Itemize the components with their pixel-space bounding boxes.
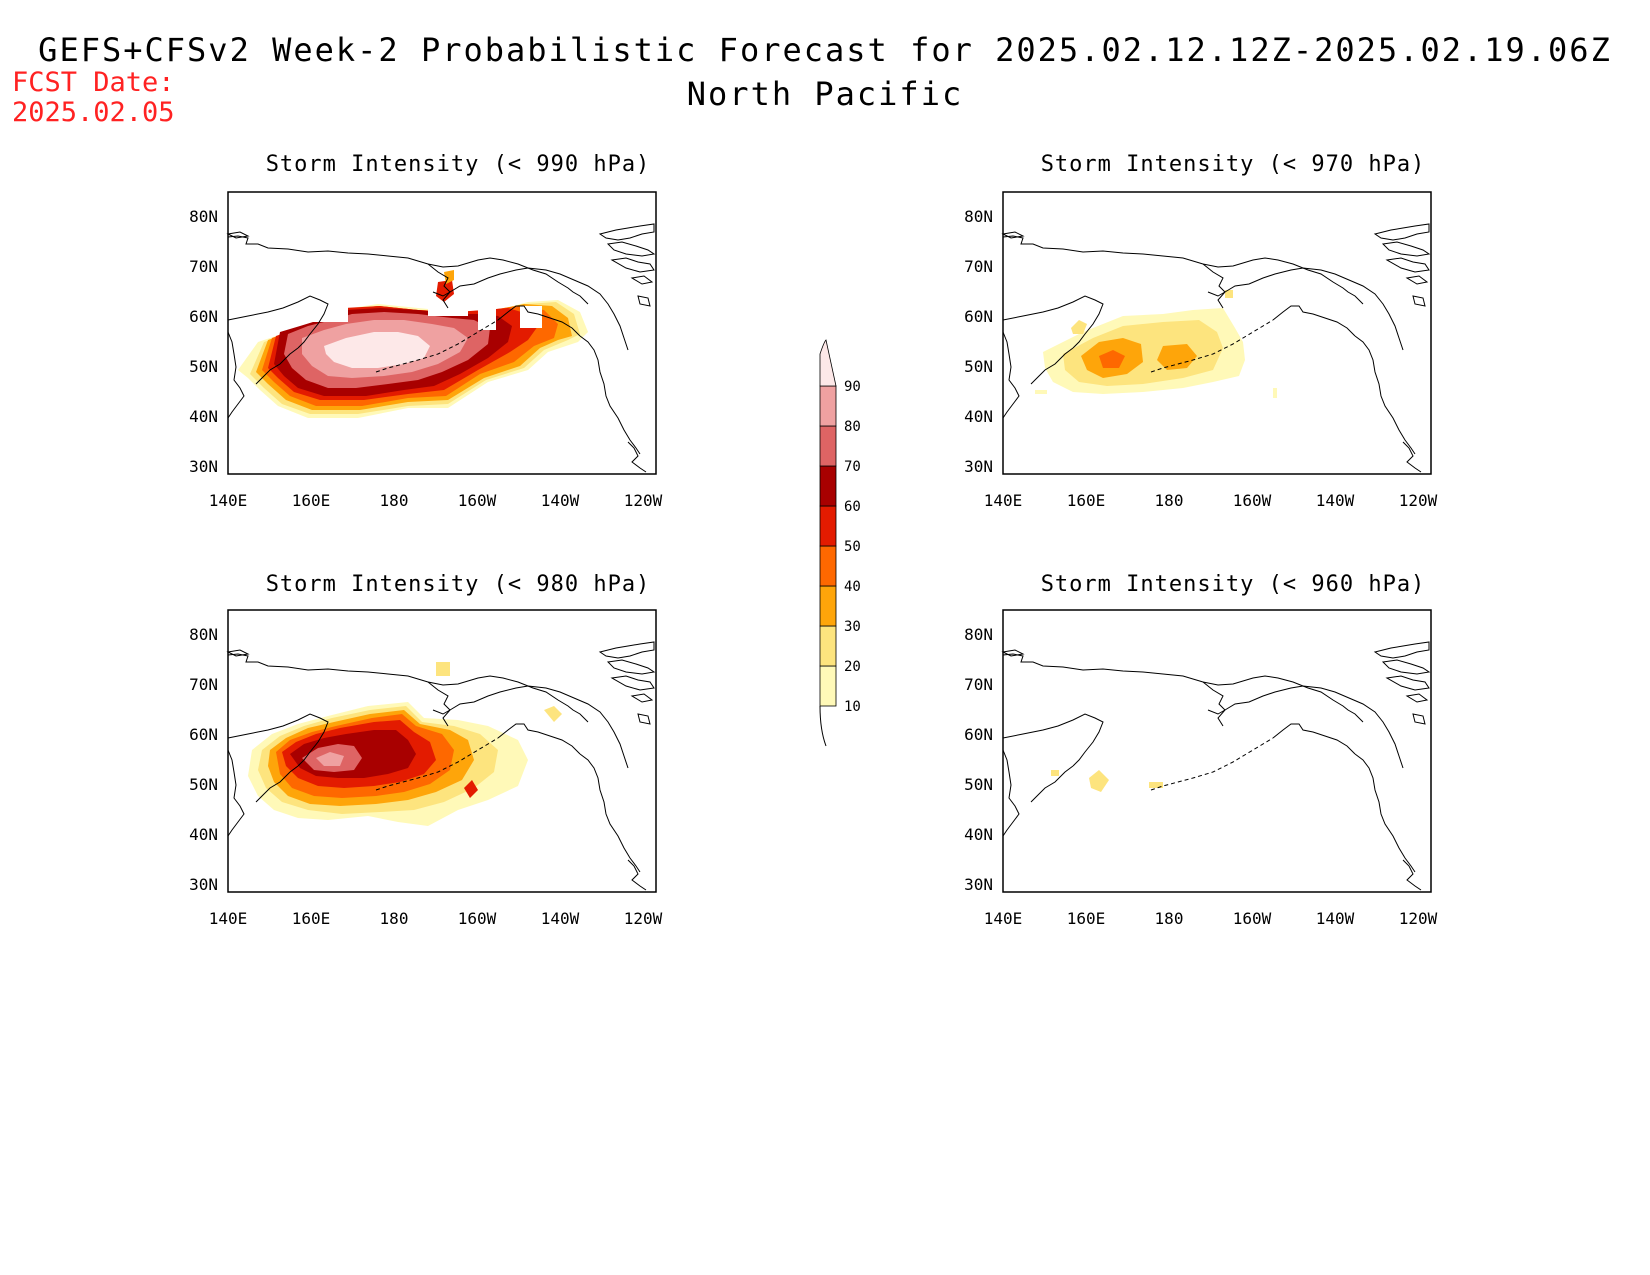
lat-label: 80N — [189, 625, 218, 644]
lat-label: 60N — [964, 725, 993, 744]
lat-label: 60N — [189, 307, 218, 326]
colorbar-swatch — [819, 425, 837, 467]
map-panel-980 — [227, 609, 657, 893]
colorbar-swatch — [819, 625, 837, 667]
colorbar-swatch — [819, 665, 837, 707]
map-panel-970 — [1002, 191, 1432, 475]
lat-label: 80N — [964, 207, 993, 226]
colorbar-swatch — [819, 585, 837, 627]
lon-label: 160E — [1067, 491, 1106, 510]
lat-label: 70N — [964, 675, 993, 694]
colorbar-tick-label: 10 — [844, 699, 861, 715]
lon-label: 140W — [541, 909, 580, 928]
colorbar-tick-label: 50 — [844, 539, 861, 555]
lat-label: 70N — [189, 675, 218, 694]
forecast-date-label: FCST Date: — [12, 67, 175, 98]
colorbar-tick-label: 70 — [844, 459, 861, 475]
lat-label: 40N — [189, 825, 218, 844]
lon-label: 180 — [380, 909, 409, 928]
lat-label: 50N — [189, 357, 218, 376]
lon-label: 180 — [380, 491, 409, 510]
lat-label: 80N — [189, 207, 218, 226]
lon-label: 140W — [1316, 491, 1355, 510]
colorbar-swatch — [819, 505, 837, 547]
colorbar-swatch — [819, 465, 837, 507]
lat-label: 70N — [964, 257, 993, 276]
lat-label: 40N — [964, 407, 993, 426]
lon-label: 140E — [984, 491, 1023, 510]
lon-label: 180 — [1155, 909, 1184, 928]
panel-title-980: Storm Intensity (< 980 hPa) — [265, 572, 651, 597]
lat-label: 30N — [189, 457, 218, 476]
probability-field-960 — [1051, 770, 1163, 792]
colorbar-tick-label: 40 — [844, 579, 861, 595]
lon-label: 160W — [458, 909, 497, 928]
lon-label: 160W — [458, 491, 497, 510]
probability-field-990 — [238, 270, 588, 418]
colorbar-swatch — [819, 545, 837, 587]
lat-label: 50N — [964, 357, 993, 376]
lon-label: 160E — [292, 491, 331, 510]
panel-title-970: Storm Intensity (< 970 hPa) — [1040, 152, 1426, 177]
colorbar-bottom-tail — [819, 705, 827, 747]
lon-label: 120W — [1399, 491, 1438, 510]
lon-label: 180 — [1155, 491, 1184, 510]
lat-label: 30N — [964, 457, 993, 476]
lon-label: 140W — [541, 491, 580, 510]
lon-label: 160W — [1233, 909, 1272, 928]
colorbar-tick-label: 90 — [844, 379, 861, 395]
lat-label: 50N — [964, 775, 993, 794]
lon-label: 160W — [1233, 491, 1272, 510]
panel-title-990: Storm Intensity (< 990 hPa) — [265, 152, 651, 177]
lon-label: 140W — [1316, 909, 1355, 928]
panel-title-960: Storm Intensity (< 960 hPa) — [1040, 572, 1426, 597]
lon-label: 120W — [1399, 909, 1438, 928]
region-subtitle: North Pacific — [686, 75, 964, 113]
probability-field-970 — [1035, 290, 1277, 398]
forecast-date-block: FCST Date: 2025.02.05 — [12, 68, 175, 128]
lat-label: 50N — [189, 775, 218, 794]
lon-label: 160E — [292, 909, 331, 928]
colorbar-swatch — [819, 385, 837, 427]
lat-label: 70N — [189, 257, 218, 276]
lon-label: 140E — [209, 909, 248, 928]
lat-label: 40N — [189, 407, 218, 426]
lat-label: 30N — [964, 875, 993, 894]
lon-label: 140E — [984, 909, 1023, 928]
lat-label: 40N — [964, 825, 993, 844]
colorbar-tick-label: 20 — [844, 659, 861, 675]
lat-label: 30N — [189, 875, 218, 894]
lat-label: 60N — [189, 725, 218, 744]
map-panel-990 — [227, 191, 657, 475]
lon-label: 120W — [624, 909, 663, 928]
lat-label: 80N — [964, 625, 993, 644]
colorbar-tick-label: 30 — [844, 619, 861, 635]
lon-label: 140E — [209, 491, 248, 510]
lon-label: 120W — [624, 491, 663, 510]
map-panel-960 — [1002, 609, 1432, 893]
colorbar-tick-label: 60 — [844, 499, 861, 515]
main-title: GEFS+CFSv2 Week-2 Probabilistic Forecast… — [38, 31, 1612, 69]
lon-label: 160E — [1067, 909, 1106, 928]
forecast-date-value: 2025.02.05 — [12, 97, 175, 128]
colorbar-tick-label: 80 — [844, 419, 861, 435]
probability-field-980 — [248, 662, 562, 826]
colorbar-swatch — [819, 339, 837, 387]
lat-label: 60N — [964, 307, 993, 326]
colorbar: 10 20 30 40 50 60 70 80 90 — [819, 339, 861, 747]
